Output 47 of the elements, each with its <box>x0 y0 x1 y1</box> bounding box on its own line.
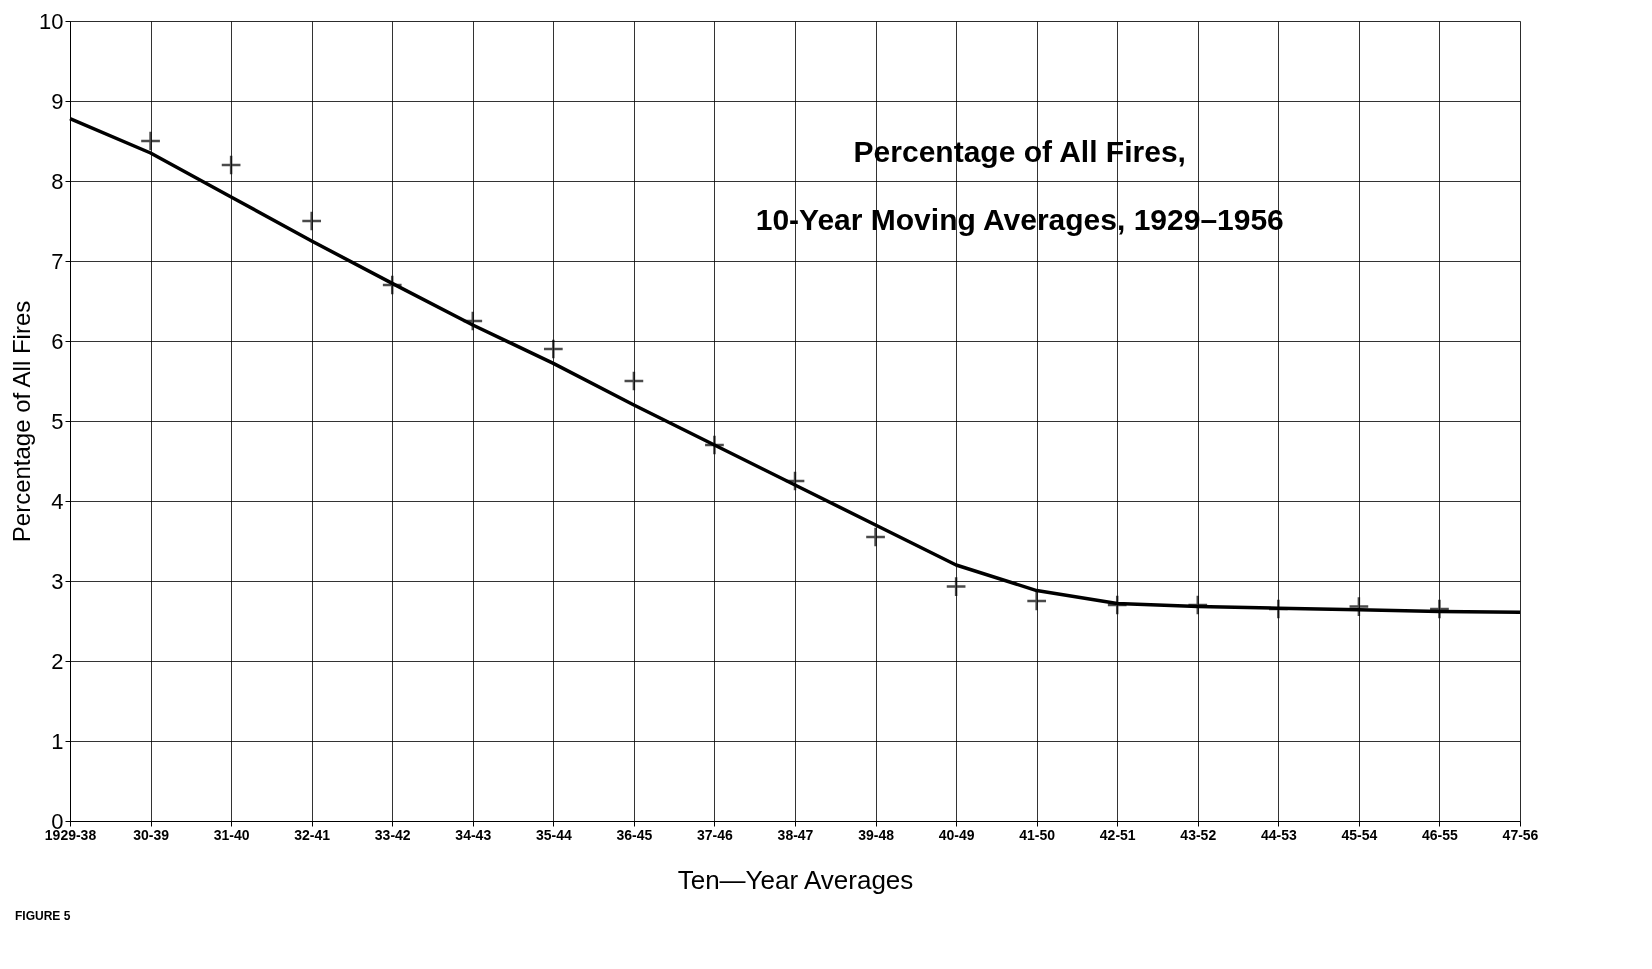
x-tick-label: 47-56 <box>1502 826 1539 843</box>
y-tick-label: 1 <box>51 728 64 754</box>
y-tick-label: 5 <box>51 408 64 434</box>
x-tick-label: 43-52 <box>1180 826 1217 843</box>
point <box>462 310 484 332</box>
y-tick-label: 8 <box>51 168 64 194</box>
x-tick-label: 42-51 <box>1099 826 1136 843</box>
x-axis-title: Ten—Year Averages <box>677 864 914 895</box>
point <box>301 210 323 232</box>
point <box>864 526 887 548</box>
point <box>784 470 806 492</box>
y-tick-label: 9 <box>51 88 64 114</box>
y-tick-label: 4 <box>51 488 64 514</box>
x-tick-label: 36-45 <box>616 826 653 843</box>
y-tick-label: 2 <box>51 648 64 674</box>
x-tick-label: 44-53 <box>1260 826 1297 843</box>
point <box>1106 594 1128 616</box>
x-tick-label: 40-49 <box>938 826 975 843</box>
x-tick-label: 41-50 <box>1019 826 1056 843</box>
x-tick-label: 37-46 <box>697 826 734 843</box>
x-tick-label: 45-54 <box>1341 826 1378 843</box>
x-tick-label: 46-55 <box>1422 826 1459 843</box>
x-tick-label: 32-41 <box>294 826 331 843</box>
point <box>1026 590 1048 612</box>
point <box>1348 596 1370 618</box>
x-tick-label: 31-40 <box>213 826 250 843</box>
y-tick-label: 7 <box>51 248 64 274</box>
y-tick-label: 10 <box>39 8 64 34</box>
point <box>542 338 564 360</box>
x-tick-label: 38-47 <box>777 826 814 843</box>
x-tick-label: 30-39 <box>133 826 170 843</box>
point <box>381 274 403 296</box>
point <box>945 576 967 598</box>
point <box>1428 598 1451 620</box>
x-tick-label: 34-43 <box>455 826 492 843</box>
point <box>703 434 726 456</box>
caption: FIGURE 5 <box>15 909 71 923</box>
point <box>1187 594 1209 616</box>
x-tick-label: 39-48 <box>858 826 895 843</box>
point <box>139 130 162 152</box>
y-axis-title: Percentage of All Fires <box>8 300 36 543</box>
y-tick-label: 3 <box>51 568 64 594</box>
point <box>623 370 645 392</box>
y-tick-label: 6 <box>51 328 64 354</box>
x-tick-label: 35-44 <box>535 826 572 843</box>
x-tick-label: 33-42 <box>374 826 411 843</box>
point <box>220 154 242 176</box>
